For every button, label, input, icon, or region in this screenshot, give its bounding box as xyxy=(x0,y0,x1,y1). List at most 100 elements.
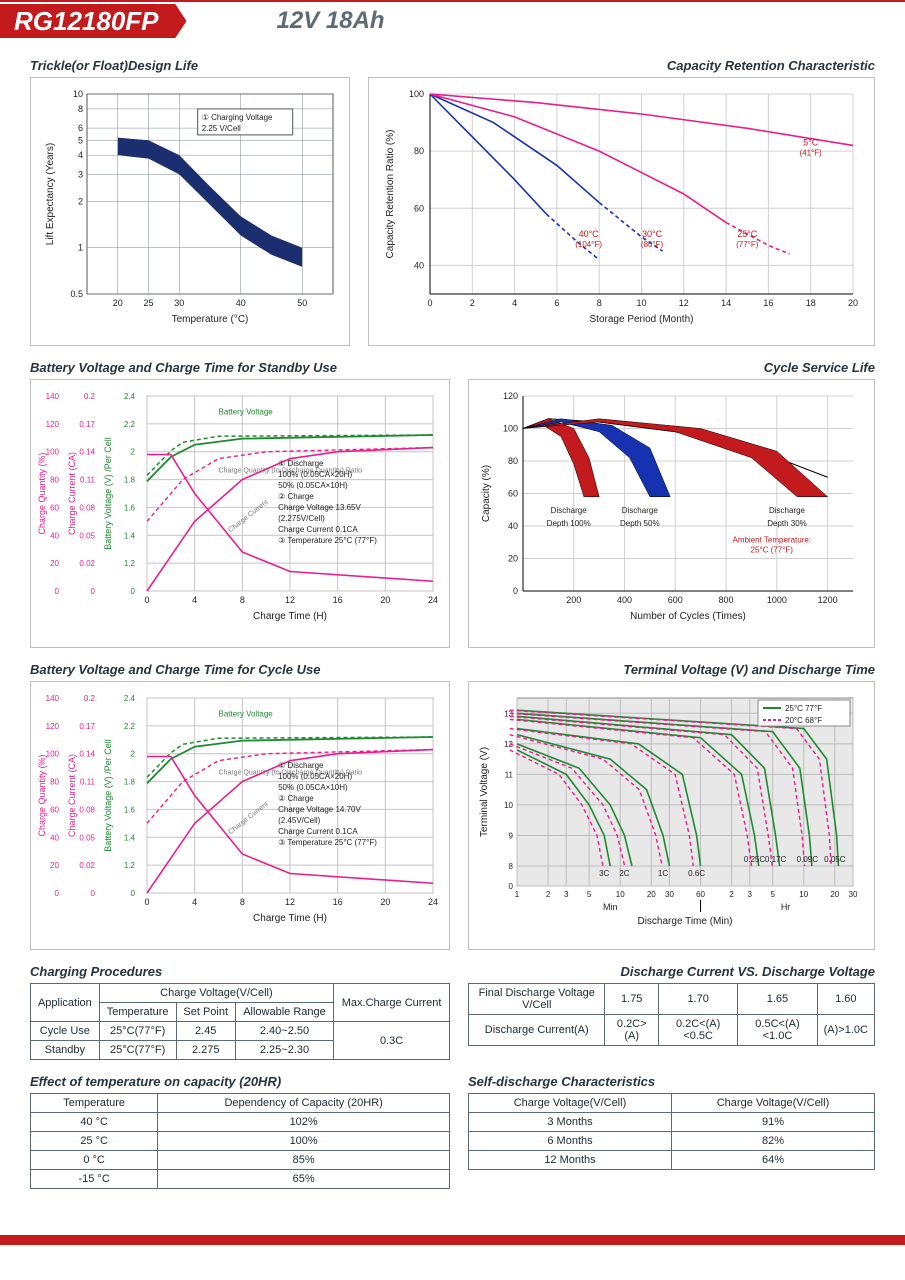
svg-text:12: 12 xyxy=(679,298,689,308)
svg-text:0.09C: 0.09C xyxy=(797,855,819,864)
discharge-title: Terminal Voltage (V) and Discharge Time xyxy=(468,662,875,677)
svg-text:80: 80 xyxy=(50,778,59,787)
cycleuse-title: Battery Voltage and Charge Time for Cycl… xyxy=(30,662,450,677)
svg-text:0.08: 0.08 xyxy=(79,805,95,814)
svg-text:Charge Time (H): Charge Time (H) xyxy=(253,913,327,924)
svg-text:Discharge: Discharge xyxy=(622,506,659,515)
svg-text:0.2: 0.2 xyxy=(84,392,96,401)
svg-text:20°C 68°F: 20°C 68°F xyxy=(785,716,822,725)
svg-text:1.8: 1.8 xyxy=(124,778,136,787)
svg-text:0.25C: 0.25C xyxy=(744,855,766,864)
svg-text:1200: 1200 xyxy=(818,595,838,605)
svg-text:Capacity Retention Ratio (%): Capacity Retention Ratio (%) xyxy=(385,130,396,259)
svg-text:0.17: 0.17 xyxy=(79,420,95,429)
svg-text:0: 0 xyxy=(427,298,432,308)
svg-text:0.05C: 0.05C xyxy=(824,855,846,864)
svg-text:120: 120 xyxy=(46,420,60,429)
svg-text:1.2: 1.2 xyxy=(124,559,136,568)
svg-text:6: 6 xyxy=(554,298,559,308)
svg-text:0.17C: 0.17C xyxy=(765,855,787,864)
svg-text:40: 40 xyxy=(508,521,518,531)
retention-panel: Capacity Retention Characteristic 024681… xyxy=(368,58,875,346)
svg-text:2C: 2C xyxy=(619,869,629,878)
header-spec: 12V 18Ah xyxy=(277,7,385,35)
svg-text:Battery Voltage: Battery Voltage xyxy=(219,709,274,718)
svg-text:24: 24 xyxy=(428,595,438,605)
svg-text:80: 80 xyxy=(50,476,59,485)
dvd-table: Final Discharge Voltage V/Cell1.751.701.… xyxy=(468,983,875,1046)
svg-text:0: 0 xyxy=(55,889,60,898)
svg-text:③ Temperature 25°C (77°F): ③ Temperature 25°C (77°F) xyxy=(278,838,377,847)
charging-panel: Charging Procedures ApplicationCharge Vo… xyxy=(30,964,450,1060)
dvd-title: Discharge Current VS. Discharge Voltage xyxy=(468,964,875,979)
svg-text:Min: Min xyxy=(603,902,618,912)
svg-text:Terminal Voltage (V): Terminal Voltage (V) xyxy=(479,747,490,837)
selfdis-panel: Self-discharge Characteristics Charge Vo… xyxy=(468,1074,875,1189)
svg-text:② Charge: ② Charge xyxy=(278,794,314,803)
svg-text:Charge Current 0.1CA: Charge Current 0.1CA xyxy=(278,525,358,534)
svg-text:20: 20 xyxy=(50,861,59,870)
svg-text:100: 100 xyxy=(409,89,424,99)
svg-text:200: 200 xyxy=(566,595,581,605)
svg-text:Depth 30%: Depth 30% xyxy=(767,519,807,528)
svg-text:0: 0 xyxy=(131,587,136,596)
svg-text:5: 5 xyxy=(770,890,775,899)
svg-text:① Charging Voltage: ① Charging Voltage xyxy=(202,113,273,122)
svg-text:Charge Time (H): Charge Time (H) xyxy=(253,611,327,622)
svg-text:5: 5 xyxy=(78,135,83,145)
header-band: RG12180FP 12V 18Ah xyxy=(0,0,905,40)
svg-text:10: 10 xyxy=(636,298,646,308)
svg-text:3: 3 xyxy=(564,890,569,899)
svg-text:16: 16 xyxy=(333,595,343,605)
svg-text:20: 20 xyxy=(647,890,656,899)
svg-text:0.02: 0.02 xyxy=(79,861,95,870)
svg-text:(86°F): (86°F) xyxy=(641,240,664,249)
svg-text:2: 2 xyxy=(131,750,136,759)
svg-text:1.2: 1.2 xyxy=(124,861,136,870)
svg-text:12: 12 xyxy=(285,897,295,907)
svg-text:0: 0 xyxy=(55,587,60,596)
svg-text:4: 4 xyxy=(192,897,197,907)
trickle-chart: 20253040500.5123456810Temperature (°C)Li… xyxy=(37,84,343,334)
svg-text:25°C 77°F: 25°C 77°F xyxy=(785,704,822,713)
svg-text:Battery Voltage (V) /Per Cell: Battery Voltage (V) /Per Cell xyxy=(103,437,113,550)
svg-text:2: 2 xyxy=(470,298,475,308)
svg-text:60: 60 xyxy=(508,489,518,499)
svg-text:Charge Current (CA): Charge Current (CA) xyxy=(67,452,77,535)
svg-text:140: 140 xyxy=(46,694,60,703)
svg-text:Discharge: Discharge xyxy=(769,506,806,515)
svg-text:(2.275V/Cell): (2.275V/Cell) xyxy=(278,514,325,523)
svg-text:0.6C: 0.6C xyxy=(688,869,705,878)
svg-text:Storage Period (Month): Storage Period (Month) xyxy=(590,314,694,325)
svg-text:2: 2 xyxy=(729,890,734,899)
svg-text:40°C: 40°C xyxy=(579,229,600,239)
discharge-panel: Terminal Voltage (V) and Discharge Time … xyxy=(468,662,875,950)
temp-title: Effect of temperature on capacity (20HR) xyxy=(30,1074,450,1089)
selfdis-title: Self-discharge Characteristics xyxy=(468,1074,875,1089)
svg-text:2.4: 2.4 xyxy=(124,392,136,401)
svg-text:20: 20 xyxy=(380,595,390,605)
retention-title: Capacity Retention Characteristic xyxy=(368,58,875,73)
svg-text:0.08: 0.08 xyxy=(79,503,95,512)
standby-panel: Battery Voltage and Charge Time for Stan… xyxy=(30,360,450,648)
charging-title: Charging Procedures xyxy=(30,964,450,979)
svg-text:0.05: 0.05 xyxy=(79,531,95,540)
svg-text:(77°F): (77°F) xyxy=(736,240,759,249)
svg-text:1.4: 1.4 xyxy=(124,531,136,540)
svg-text:(104°F): (104°F) xyxy=(575,240,602,249)
svg-text:30: 30 xyxy=(665,890,674,899)
charging-table: ApplicationCharge Voltage(V/Cell)Max.Cha… xyxy=(30,983,450,1060)
svg-text:30: 30 xyxy=(174,298,184,308)
trickle-title: Trickle(or Float)Design Life xyxy=(30,58,350,73)
svg-text:0: 0 xyxy=(131,889,136,898)
svg-text:1C: 1C xyxy=(658,869,668,878)
svg-text:4: 4 xyxy=(78,150,83,160)
svg-text:12: 12 xyxy=(285,595,295,605)
footer-band xyxy=(0,1235,905,1245)
svg-text:① Discharge: ① Discharge xyxy=(278,761,324,770)
svg-text:0.14: 0.14 xyxy=(79,750,95,759)
svg-text:100% (0.05CA×20H): 100% (0.05CA×20H) xyxy=(278,470,352,479)
svg-text:40: 40 xyxy=(50,833,59,842)
svg-text:50: 50 xyxy=(297,298,307,308)
svg-text:0: 0 xyxy=(91,889,96,898)
